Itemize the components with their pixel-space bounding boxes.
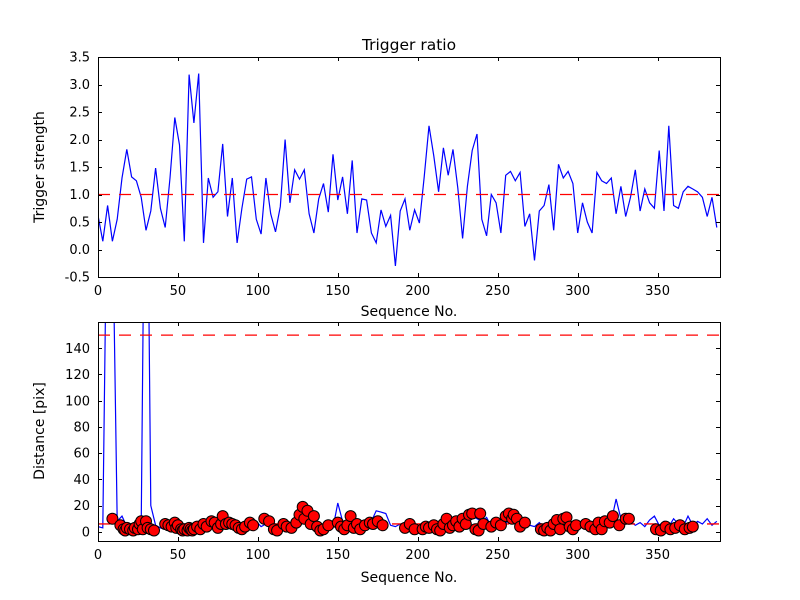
tick-labels-1: 0 50 100 150 200 250 300 350 0 20 40 60 80 100 120 140 <box>65 342 670 563</box>
x-tick-label: 100 <box>245 284 270 299</box>
x-tick-label: 100 <box>245 548 270 563</box>
plot-area-0 <box>98 73 720 267</box>
axes-frame-1 <box>98 322 721 542</box>
detection-marker <box>106 512 119 525</box>
y-tick-label: 1.5 <box>69 161 90 176</box>
trigger-strength-line <box>98 73 718 267</box>
x-tick-label: 200 <box>405 284 430 299</box>
bottom-x-axis-label: Sequence No. <box>360 570 458 586</box>
x-tick-label: 350 <box>645 548 670 563</box>
x-tick-label: 300 <box>565 548 590 563</box>
y-tick-label: 40 <box>73 473 90 488</box>
y-tick-label: 1.0 <box>69 188 90 203</box>
y-tick-label: 0.5 <box>69 216 90 231</box>
x-tick-label: 250 <box>485 284 510 299</box>
x-tick-label: 0 <box>94 548 102 563</box>
y-tick-label: 2.5 <box>69 106 90 121</box>
y-tick-label: 3.0 <box>69 78 90 93</box>
y-tick-label: 0 <box>82 525 90 540</box>
tick-marks-0 <box>98 57 720 278</box>
detection-marker <box>606 510 619 523</box>
x-tick-label: 50 <box>170 284 187 299</box>
y-tick-label: 140 <box>65 342 90 357</box>
y-tick-label: 60 <box>73 447 90 462</box>
y-tick-label: 100 <box>65 394 90 409</box>
plot-area-1 <box>98 322 720 537</box>
tick-marks-1 <box>98 322 720 541</box>
y-tick-label: 20 <box>73 499 90 514</box>
x-tick-label: 350 <box>645 284 670 299</box>
tick-labels-0: 0 50 100 150 200 250 300 350 -0.5 0.0 0.5 1.0 1.5 2.0… <box>65 51 670 299</box>
detection-marker <box>686 520 699 533</box>
x-tick-label: 0 <box>94 284 102 299</box>
detection-marker <box>622 512 635 525</box>
x-tick-label: 200 <box>405 548 430 563</box>
detection-marker <box>247 519 260 532</box>
top-x-axis-label: Sequence No. <box>360 304 458 320</box>
detection-marker <box>344 510 357 523</box>
x-tick-label: 150 <box>325 548 350 563</box>
detection-marker <box>376 519 389 532</box>
detection-marker <box>307 510 320 523</box>
detection-marker <box>494 519 507 532</box>
y-tick-label: 80 <box>73 420 90 435</box>
x-tick-label: 300 <box>565 284 590 299</box>
distance-line <box>98 322 718 530</box>
x-tick-label: 150 <box>325 284 350 299</box>
top-y-axis-label: Trigger strength <box>32 111 48 223</box>
x-tick-label: 250 <box>485 548 510 563</box>
y-tick-label: 120 <box>65 368 90 383</box>
detection-marker <box>518 516 531 529</box>
detection-marker <box>148 524 160 537</box>
bottom-y-axis-label: Distance [pix] <box>32 382 48 480</box>
axes-frame-0 <box>98 57 721 278</box>
chart-title: Trigger ratio <box>361 36 457 54</box>
y-tick-label: 2.0 <box>69 133 90 148</box>
y-tick-label: -0.5 <box>65 271 90 286</box>
x-tick-label: 50 <box>170 548 187 563</box>
y-tick-label: 0.0 <box>69 243 90 258</box>
y-tick-label: 3.5 <box>69 51 90 66</box>
detection-marker <box>474 507 487 520</box>
